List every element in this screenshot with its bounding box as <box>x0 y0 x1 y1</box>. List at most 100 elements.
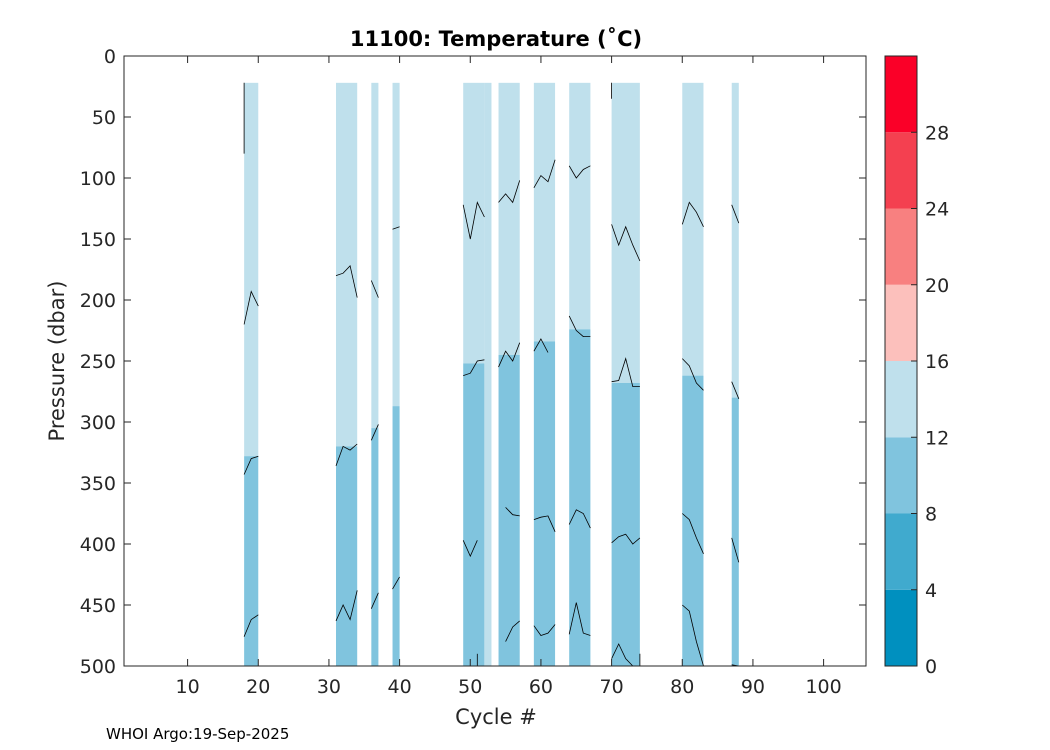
contour-line-13 <box>463 359 485 376</box>
colorbar-tick-label-12: 12 <box>925 427 949 449</box>
x-tick-label-50: 50 <box>458 676 482 698</box>
profile-3-band-8-12 <box>392 406 400 666</box>
colorbar-tick-label-28: 28 <box>925 122 949 144</box>
contour-line-17 <box>498 342 521 368</box>
profile-7-band-12-16 <box>533 82 556 342</box>
x-tick-label-60: 60 <box>529 676 553 698</box>
contour-line-6 <box>335 590 358 622</box>
contour-line-27 <box>568 602 591 636</box>
colorbar-tick-label-4: 4 <box>925 580 937 602</box>
profile-7-band-8-12 <box>533 341 556 666</box>
profile-0-band-12-16 <box>244 82 259 457</box>
y-axis: 0 50 100 150 200 250 300 350 400 450 500 <box>80 46 866 678</box>
y-tick-label-350: 350 <box>80 473 116 495</box>
profile-10-band-12-16 <box>682 82 704 376</box>
colorbar-tick-label-8: 8 <box>925 504 937 526</box>
y-tick-label-0: 0 <box>104 46 116 68</box>
y-tick-label-450: 450 <box>80 595 116 617</box>
x-tick-label-80: 80 <box>670 676 694 698</box>
profile-0-band-8-12 <box>244 456 259 666</box>
contour-line-3 <box>243 614 259 637</box>
contour-line-2 <box>243 455 259 475</box>
colorbar-segment-24-28 <box>885 132 917 209</box>
profile-8-band-8-12 <box>569 329 591 666</box>
profile-9-band-8-12 <box>611 382 640 666</box>
contour-line-9 <box>370 592 379 609</box>
y-tick-label-200: 200 <box>80 290 116 312</box>
contour-line-34 <box>681 201 704 227</box>
contour-line-14 <box>462 540 478 558</box>
contour-lines <box>243 82 740 667</box>
x-axis-label: Cycle # <box>455 705 537 729</box>
profile-9-band-12-16 <box>611 82 640 383</box>
colorbar-tick-label-24: 24 <box>925 199 949 221</box>
profile-11-band-12-16 <box>731 82 739 398</box>
profile-5-band-12-16 <box>484 82 492 667</box>
x-tick-label-100: 100 <box>805 676 841 698</box>
contour-line-1 <box>243 290 259 325</box>
contour-line-8 <box>370 424 379 441</box>
contour-line-25 <box>568 315 591 338</box>
contour-line-32 <box>611 643 634 667</box>
contour-line-19 <box>505 620 520 642</box>
y-tick-label-400: 400 <box>80 534 116 556</box>
profile-1-band-8-12 <box>336 446 358 666</box>
y-tick-label-250: 250 <box>80 351 116 373</box>
chart-title: 11100: Temperature (˚C) <box>350 27 642 51</box>
x-tick-label-20: 20 <box>246 676 270 698</box>
contour-line-31 <box>611 533 641 545</box>
contour-line-30 <box>611 357 640 388</box>
plot-area-fills <box>244 82 739 667</box>
contour-line-12 <box>462 201 485 240</box>
contour-line-10 <box>392 226 400 230</box>
contour-line-20 <box>533 159 556 188</box>
profile-8-band-12-16 <box>569 82 591 330</box>
contour-line-5 <box>335 443 358 467</box>
profile-3-band-12-16 <box>392 82 400 407</box>
y-tick-label-50: 50 <box>92 107 116 129</box>
colorbar-segment-12-16 <box>885 361 917 438</box>
profile-6-band-12-16 <box>498 82 520 355</box>
colorbar-segment-0-4 <box>885 589 917 666</box>
y-tick-label-150: 150 <box>80 229 116 251</box>
colorbar-tick-label-16: 16 <box>925 351 949 373</box>
contour-line-35 <box>682 358 704 391</box>
contour-line-39 <box>731 381 740 399</box>
contour-line-18 <box>505 507 520 517</box>
profile-11-band-8-12 <box>731 397 739 666</box>
contour-line-4 <box>335 264 358 298</box>
contour-line-38 <box>731 204 740 224</box>
y-tick-label-100: 100 <box>80 168 116 190</box>
x-tick-label-10: 10 <box>176 676 200 698</box>
x-tick-label-90: 90 <box>741 676 765 698</box>
footer-credit: WHOI Argo:19-Sep-2025 <box>106 725 290 743</box>
colorbar-tick-label-20: 20 <box>925 275 949 297</box>
x-tick-label-30: 30 <box>317 676 341 698</box>
x-tick-label-70: 70 <box>600 676 624 698</box>
contour-line-36 <box>682 513 704 554</box>
contour-line-21 <box>533 338 549 353</box>
colorbar: 0 4 8 12 16 20 24 28 <box>884 55 949 678</box>
y-tick-label-500: 500 <box>80 656 116 678</box>
colorbar-tick-label-0: 0 <box>925 656 937 678</box>
colorbar-segment-8-12 <box>885 437 917 514</box>
profile-4-band-8-12 <box>463 363 485 666</box>
contour-line-11 <box>392 576 400 590</box>
colorbar-segment-20-24 <box>885 208 917 285</box>
contour-line-16 <box>498 180 521 204</box>
y-axis-label: Pressure (dbar) <box>45 281 69 442</box>
contour-line-26 <box>568 509 591 529</box>
contour-line-29 <box>611 224 641 262</box>
contour-line-22 <box>533 515 556 532</box>
x-axis: 10 20 30 40 50 60 70 80 90 100 <box>176 56 842 698</box>
colorbar-segment-4-8 <box>885 513 917 590</box>
colorbar-segment-28-32 <box>885 56 917 133</box>
profile-10-band-8-12 <box>682 375 704 666</box>
profile-4-band-12-16 <box>463 82 485 364</box>
contour-line-23 <box>533 624 556 636</box>
plot-frame <box>123 55 867 667</box>
profile-2-band-8-12 <box>371 428 379 666</box>
contour-line-37 <box>682 604 704 667</box>
contour-line-40 <box>731 537 740 563</box>
contour-line-7 <box>370 280 379 298</box>
